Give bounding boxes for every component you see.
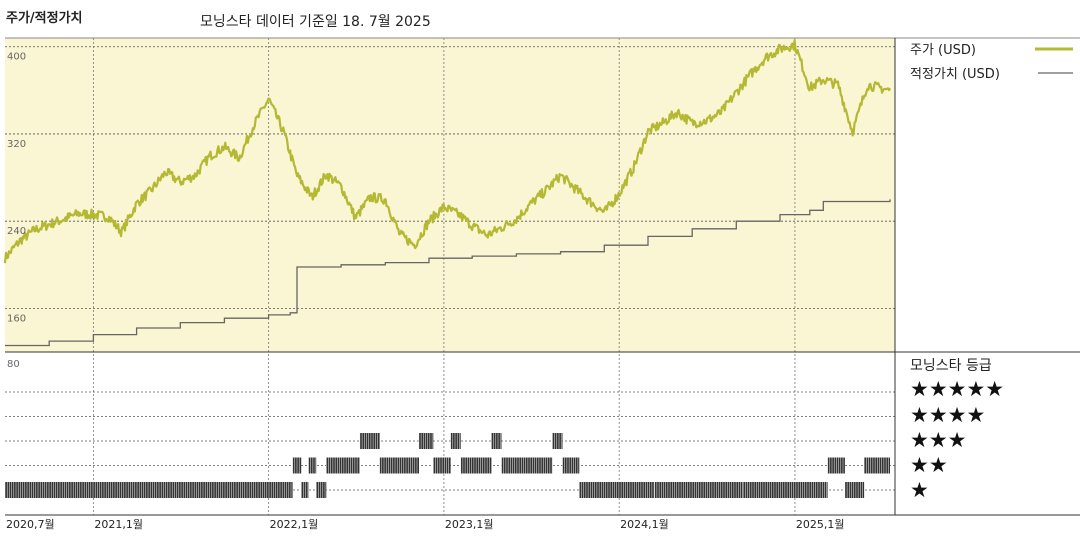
lower-top-label: 80 [7, 359, 20, 370]
rating-segment [863, 457, 890, 474]
rating-segment-block [450, 433, 461, 449]
rating-segment-block [491, 433, 502, 449]
rating-segment [301, 482, 309, 498]
rating-segment-block [501, 457, 553, 474]
x-tick-label: 2025,1월 [796, 518, 845, 531]
fair-value-line [5, 199, 891, 347]
rating-segment [654, 482, 744, 498]
rating-segment [326, 457, 360, 474]
rating-segment [491, 433, 502, 449]
rating-segment-block [308, 457, 317, 474]
y-tick-label: 160 [7, 313, 26, 324]
rating-level-5-stars: ★★★★★ [910, 377, 1004, 401]
rating-bars [4, 433, 890, 498]
rating-segment-block [359, 433, 380, 449]
y-tick-label: 320 [7, 139, 26, 150]
price-line-group [3, 39, 891, 264]
x-tick-label: 2023,1월 [445, 518, 494, 531]
rating-title: 모닝스타 등급 [910, 358, 992, 374]
legend-fair-label: 적정가치 (USD) [910, 67, 1000, 82]
x-tick-labels: 2020,7월 2021,1월 2022,1월 2023,1월 2024,1월 2025,… [6, 518, 845, 531]
rating-segment-block [5, 482, 293, 498]
rating-segment-block [562, 457, 580, 474]
rating-segment [501, 457, 553, 474]
rating-segment [579, 482, 655, 498]
rating-level-1-stars: ★ [910, 478, 929, 502]
rating-segment-block [844, 482, 865, 498]
rating-levels: ★★★★★★★★★★★★★★★ [910, 377, 1004, 502]
rating-level-2-stars: ★★ [910, 453, 948, 477]
x-tick-label: 2020,7월 [6, 518, 55, 531]
rating-segment [450, 433, 461, 449]
x-tick-label: 2024,1월 [620, 518, 669, 531]
x-tick-label: 2021,1월 [94, 518, 143, 531]
price-line [3, 39, 891, 264]
rating-segment [4, 482, 293, 498]
rating-segment [418, 433, 434, 449]
rating-segment [292, 457, 302, 474]
rating-segment-block [326, 457, 360, 474]
rating-segment [844, 482, 865, 498]
y-tick-label: 240 [7, 226, 26, 237]
rating-segment [562, 457, 580, 474]
y-tick-label: 400 [7, 52, 26, 63]
rating-segment-block [552, 433, 563, 449]
chart-subtitle: 모닝스타 데이터 기준일 18. 7월 2025 [200, 14, 431, 30]
rating-segment [315, 482, 327, 498]
fair-value-line-group [5, 199, 891, 347]
rating-level-4-stars: ★★★★ [910, 403, 985, 427]
rating-segment [308, 457, 317, 474]
rating-segment [827, 457, 845, 474]
rating-segment-block [579, 482, 655, 498]
rating-segment [742, 482, 828, 498]
rating-segment [552, 433, 563, 449]
rating-segment [433, 457, 451, 474]
rating-segment-block [316, 482, 327, 498]
rating-segment [359, 433, 380, 449]
rating-segment [460, 457, 492, 474]
rating-segment-block [743, 482, 828, 498]
legend-price-label: 주가 (USD) [910, 43, 976, 58]
x-tick-label: 2022,1월 [270, 518, 319, 531]
chart-title: 주가/적정가치 [6, 11, 83, 26]
y-tick-labels: 160 240 320 400 [7, 52, 26, 325]
upper-plot-background [5, 38, 895, 352]
rating-segment-block [301, 482, 309, 498]
rating-level-3-stars: ★★★ [910, 428, 966, 452]
rating-segment [379, 457, 419, 474]
